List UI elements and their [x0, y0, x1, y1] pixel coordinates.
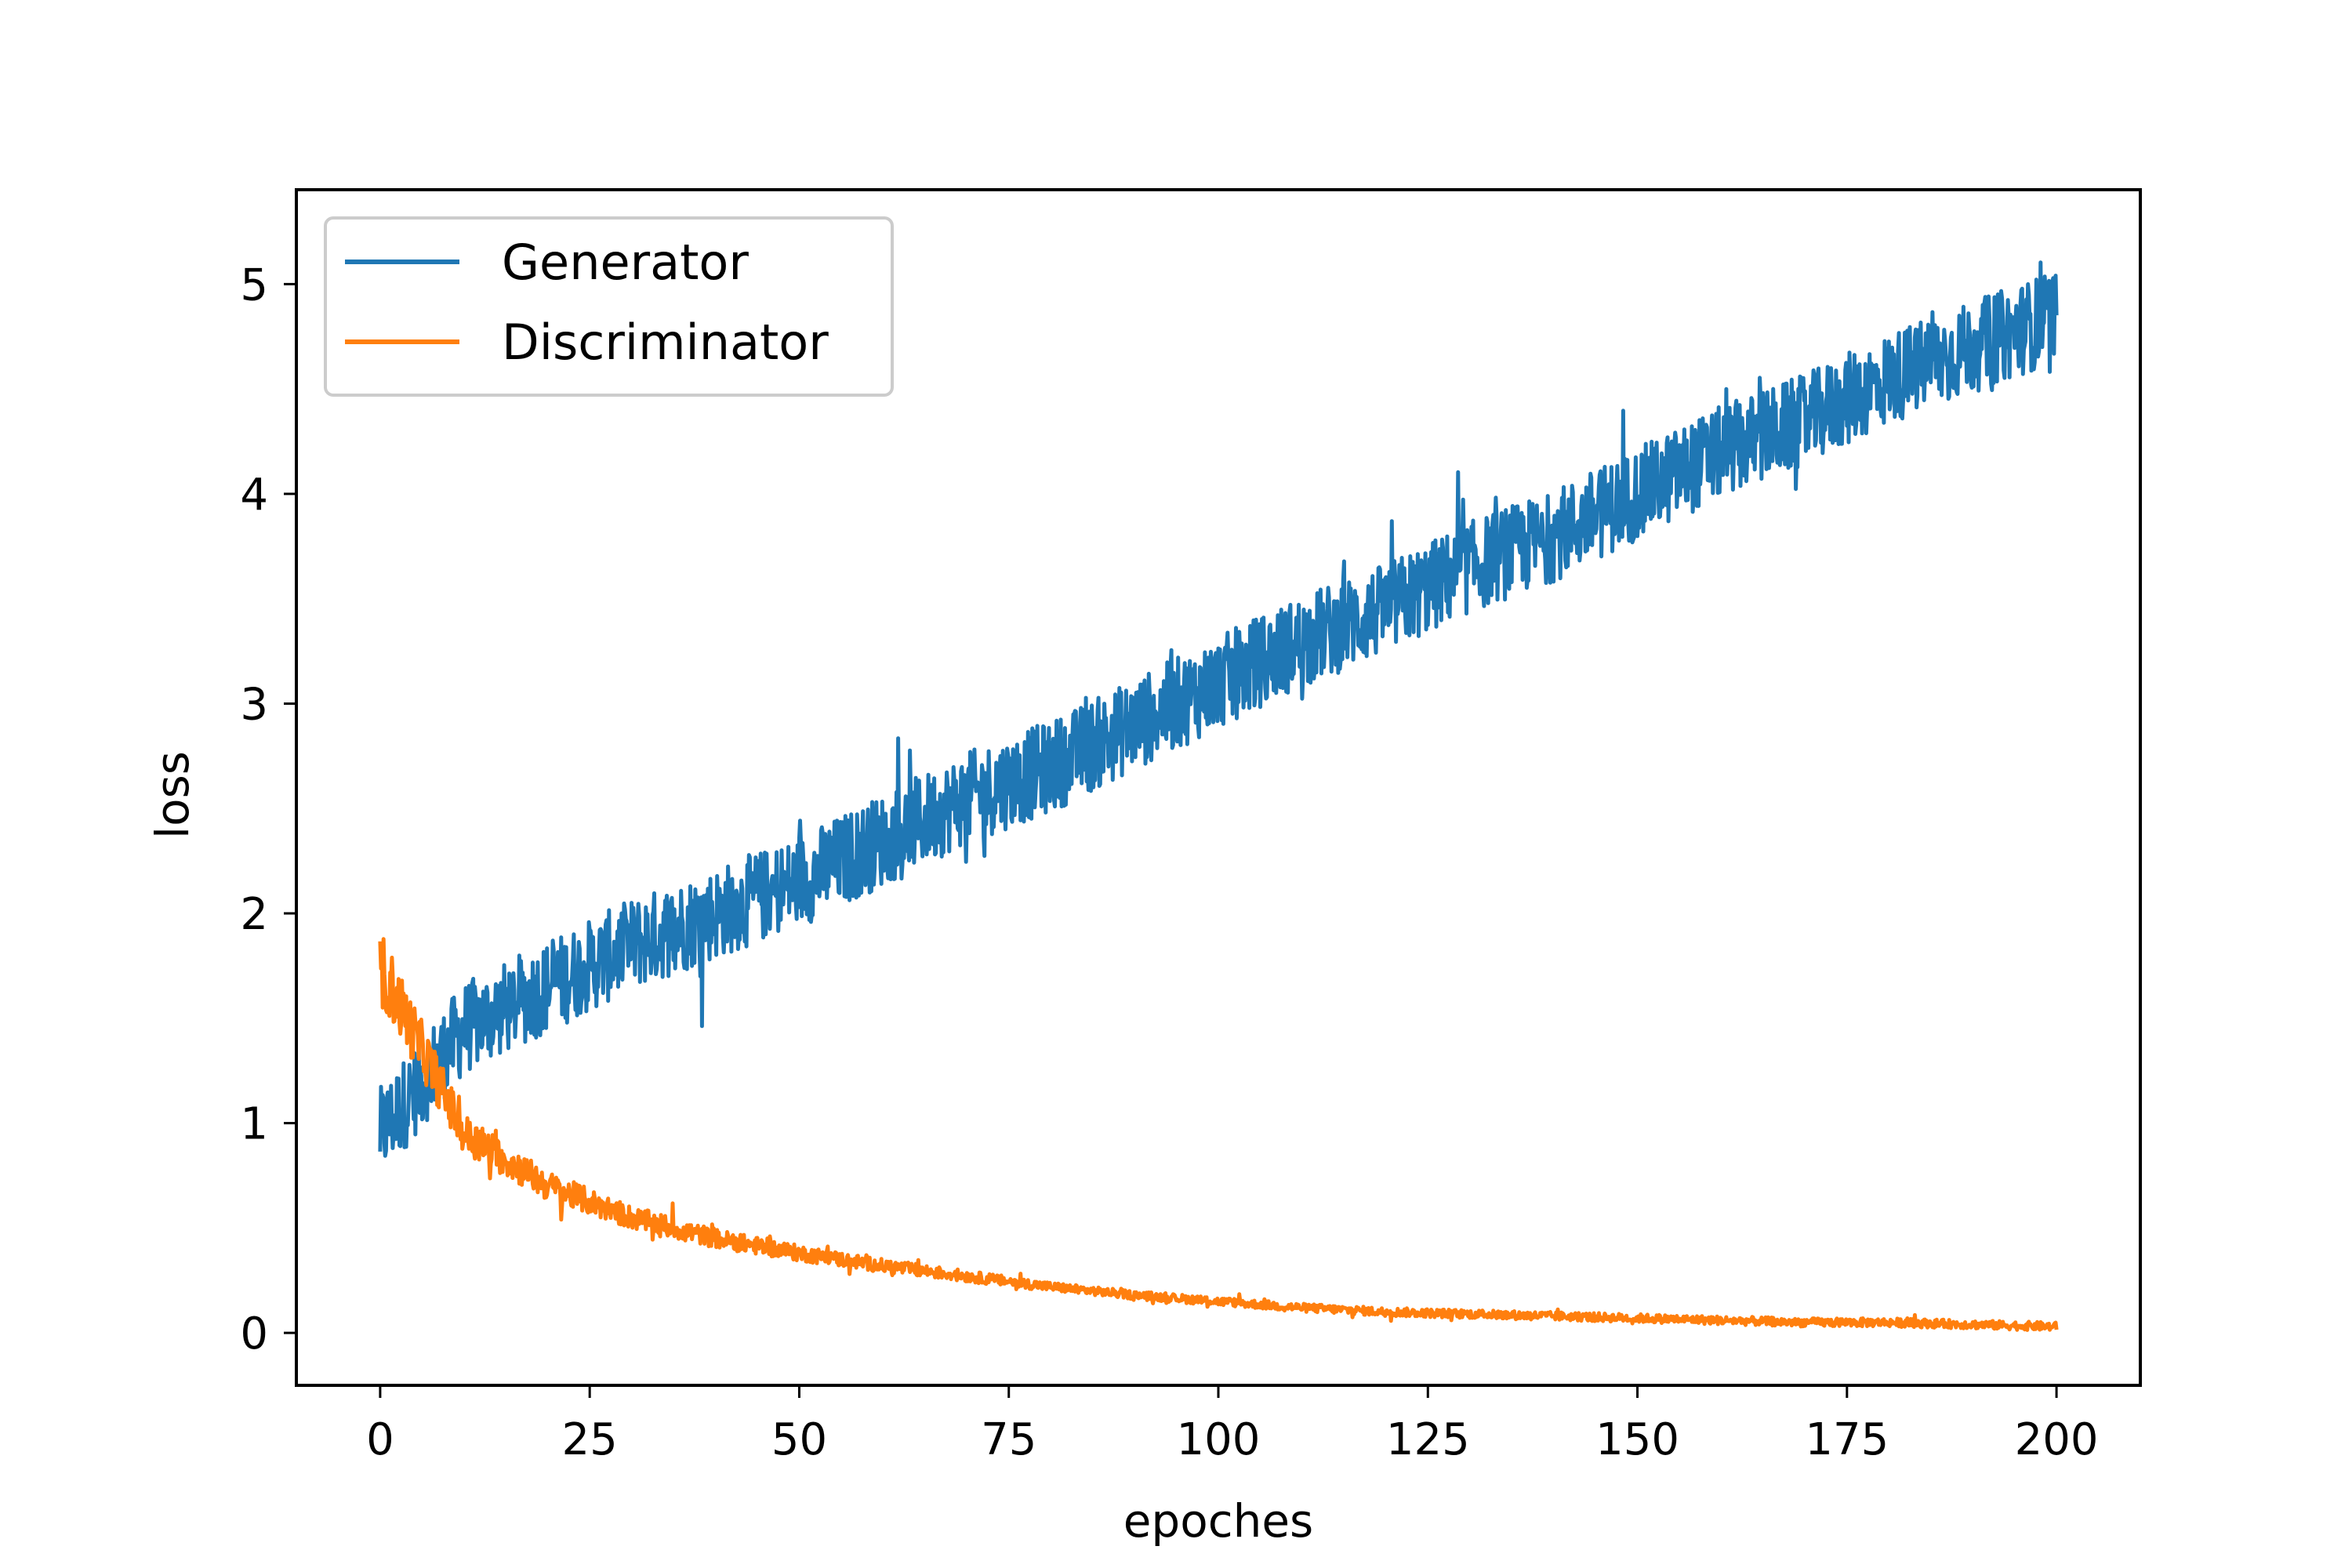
x-tick-label: 150	[1595, 1414, 1679, 1465]
y-tick-label: 1	[240, 1099, 268, 1150]
x-tick-label: 175	[1805, 1414, 1889, 1465]
y-tick-label: 0	[240, 1308, 268, 1359]
y-tick-label: 2	[240, 889, 268, 940]
legend-discriminator-label: Discriminator	[502, 314, 829, 371]
series-line-generator	[378, 260, 2059, 1158]
legend: Generator Discriminator	[324, 216, 894, 397]
y-tick-label: 4	[240, 470, 268, 521]
x-tick-label: 75	[981, 1414, 1036, 1465]
y-tick-label: 5	[240, 260, 268, 310]
x-tick-label: 100	[1177, 1414, 1261, 1465]
legend-generator-label: Generator	[502, 234, 749, 291]
y-tick-label: 3	[240, 679, 268, 730]
y-axis-label: loss	[146, 751, 199, 839]
x-axis-label: epoches	[1123, 1494, 1314, 1548]
x-tick-label: 125	[1386, 1414, 1470, 1465]
plot-lines	[378, 260, 2059, 1332]
x-tick-label: 200	[2015, 1414, 2099, 1465]
x-tick-label: 25	[562, 1414, 618, 1465]
series-line-discriminator	[378, 937, 2059, 1332]
y-axis-ticks: 0 1 2 3 4 5	[240, 260, 296, 1359]
x-axis-ticks: 0 25 50 75 100 125 150 175 200	[366, 1385, 2099, 1465]
legend-box	[324, 216, 894, 397]
x-tick-label: 50	[771, 1414, 827, 1465]
x-tick-label: 0	[366, 1414, 394, 1465]
